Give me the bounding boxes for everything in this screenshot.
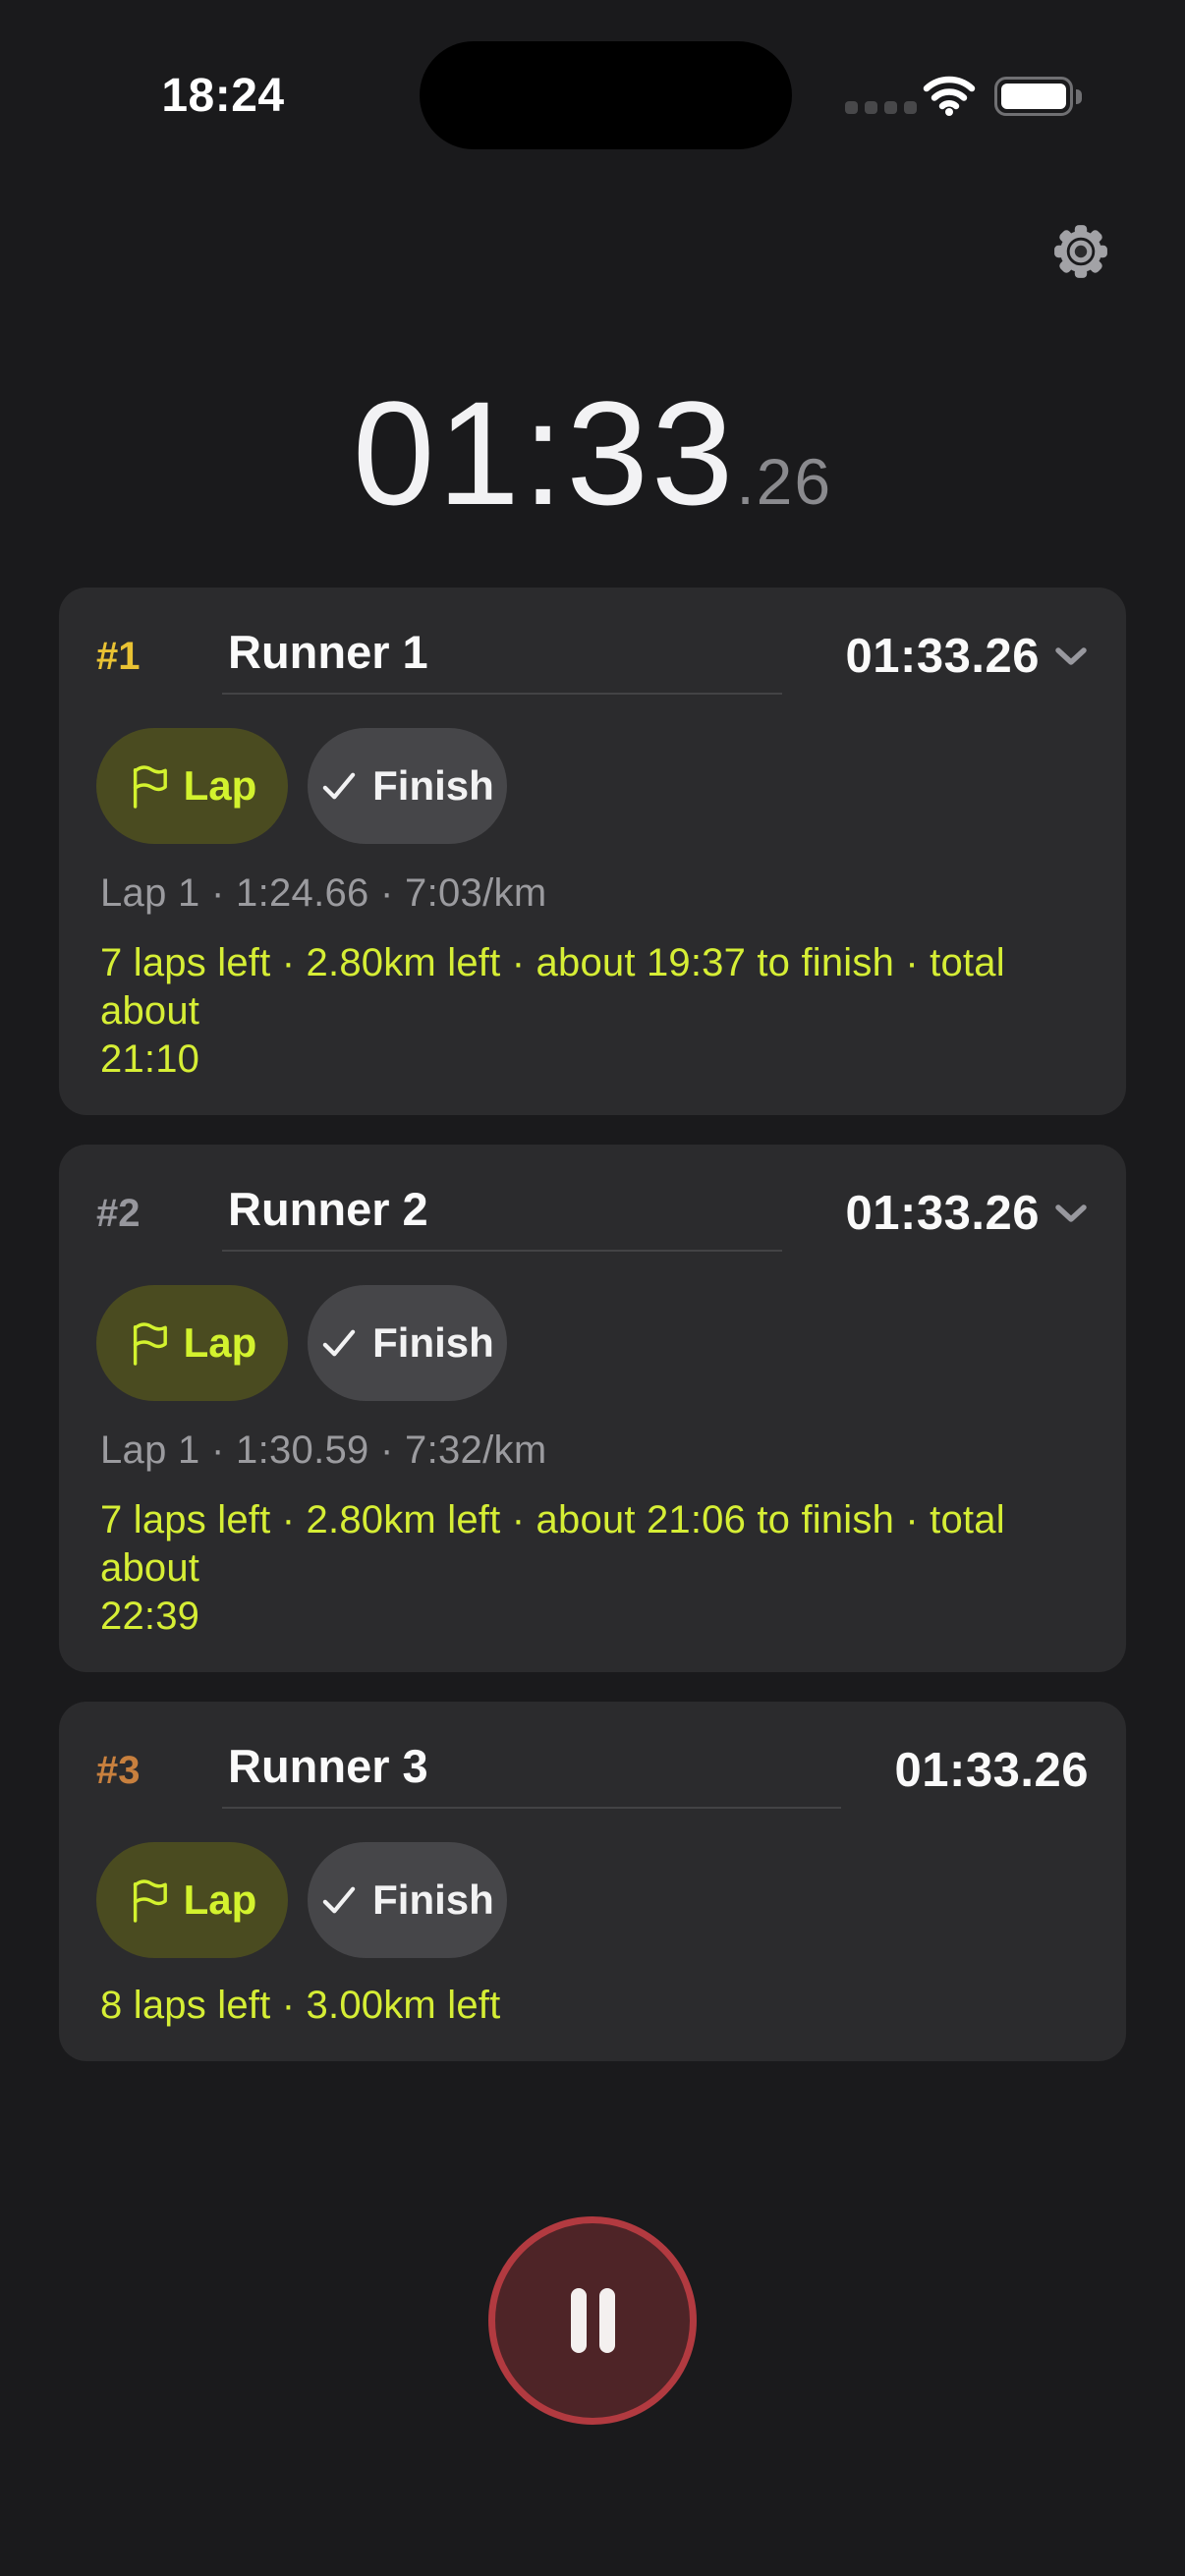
runner-time-group: 01:33.26 — [895, 1743, 1089, 1798]
rank-badge: #1 — [96, 635, 141, 678]
runner-time: 01:33.26 — [845, 630, 1040, 683]
rank-badge: #2 — [96, 1192, 141, 1235]
finish-button[interactable]: Finish — [308, 1842, 507, 1958]
battery-tip — [1076, 89, 1082, 104]
chevron-down-icon — [1055, 1204, 1087, 1222]
main-timer: 01:33.26 — [0, 379, 1185, 527]
runner-time-toggle[interactable]: 01:33.26 — [846, 629, 1089, 684]
lap-button-label: Lap — [183, 1876, 257, 1923]
pause-icon — [570, 2288, 587, 2353]
lap-button[interactable]: Lap — [96, 1842, 288, 1958]
finish-button[interactable]: Finish — [308, 1285, 507, 1401]
battery-icon — [994, 77, 1073, 116]
checkmark-icon — [322, 1886, 356, 1914]
dynamic-island — [420, 41, 792, 149]
pause-button[interactable] — [488, 2216, 697, 2425]
runner-card: #1 Runner 1 01:33.26 Lap — [59, 588, 1126, 1115]
runner-card: #2 Runner 2 01:33.26 Lap — [59, 1145, 1126, 1672]
runner-name-input[interactable]: Runner 3 — [222, 1737, 841, 1809]
finish-button[interactable]: Finish — [308, 728, 507, 844]
lap-stats: Lap 1 · 1:24.66 · 7:03/km — [100, 871, 547, 915]
runner-card: #3 Runner 3 01:33.26 Lap — [59, 1702, 1126, 2061]
lap-stats: Lap 1 · 1:30.59 · 7:32/km — [100, 1428, 547, 1472]
timer-minutes-seconds: 01:33 — [352, 370, 737, 535]
runner-name: Runner 1 — [228, 626, 428, 678]
finish-button-label: Finish — [372, 1319, 494, 1366]
wifi-icon — [923, 76, 976, 116]
runner-time: 01:33.26 — [845, 1187, 1040, 1240]
runner-name-input[interactable]: Runner 1 — [222, 623, 782, 695]
cellular-dots-icon — [845, 101, 917, 114]
runner-name: Runner 2 — [228, 1183, 428, 1235]
flag-icon — [133, 1879, 167, 1923]
runner-list: #1 Runner 1 01:33.26 Lap — [59, 588, 1126, 2061]
lap-button-label: Lap — [183, 1319, 257, 1366]
runner-name: Runner 3 — [228, 1740, 428, 1792]
lap-button[interactable]: Lap — [96, 1285, 288, 1401]
finish-button-label: Finish — [372, 762, 494, 809]
checkmark-icon — [322, 1329, 356, 1357]
gear-icon — [1054, 225, 1107, 278]
flag-icon — [133, 765, 167, 809]
lap-button-label: Lap — [183, 762, 257, 809]
projection-text: 7 laps left · 2.80km left · about 21:06 … — [100, 1498, 1005, 1638]
rank-badge: #3 — [96, 1749, 141, 1792]
runner-name-input[interactable]: Runner 2 — [222, 1180, 782, 1252]
runner-time-toggle[interactable]: 01:33.26 — [846, 1186, 1089, 1241]
projection-text: 8 laps left · 3.00km left — [100, 1984, 501, 2027]
runner-time: 01:33.26 — [894, 1744, 1089, 1797]
status-time: 18:24 — [161, 70, 285, 122]
chevron-down-icon — [1055, 647, 1087, 665]
flag-icon — [133, 1322, 167, 1366]
lap-button[interactable]: Lap — [96, 728, 288, 844]
settings-button[interactable] — [1051, 223, 1110, 282]
checkmark-icon — [322, 772, 356, 800]
finish-button-label: Finish — [372, 1876, 494, 1923]
timer-fraction: .26 — [736, 445, 833, 518]
projection-text: 7 laps left · 2.80km left · about 19:37 … — [100, 941, 1005, 1081]
